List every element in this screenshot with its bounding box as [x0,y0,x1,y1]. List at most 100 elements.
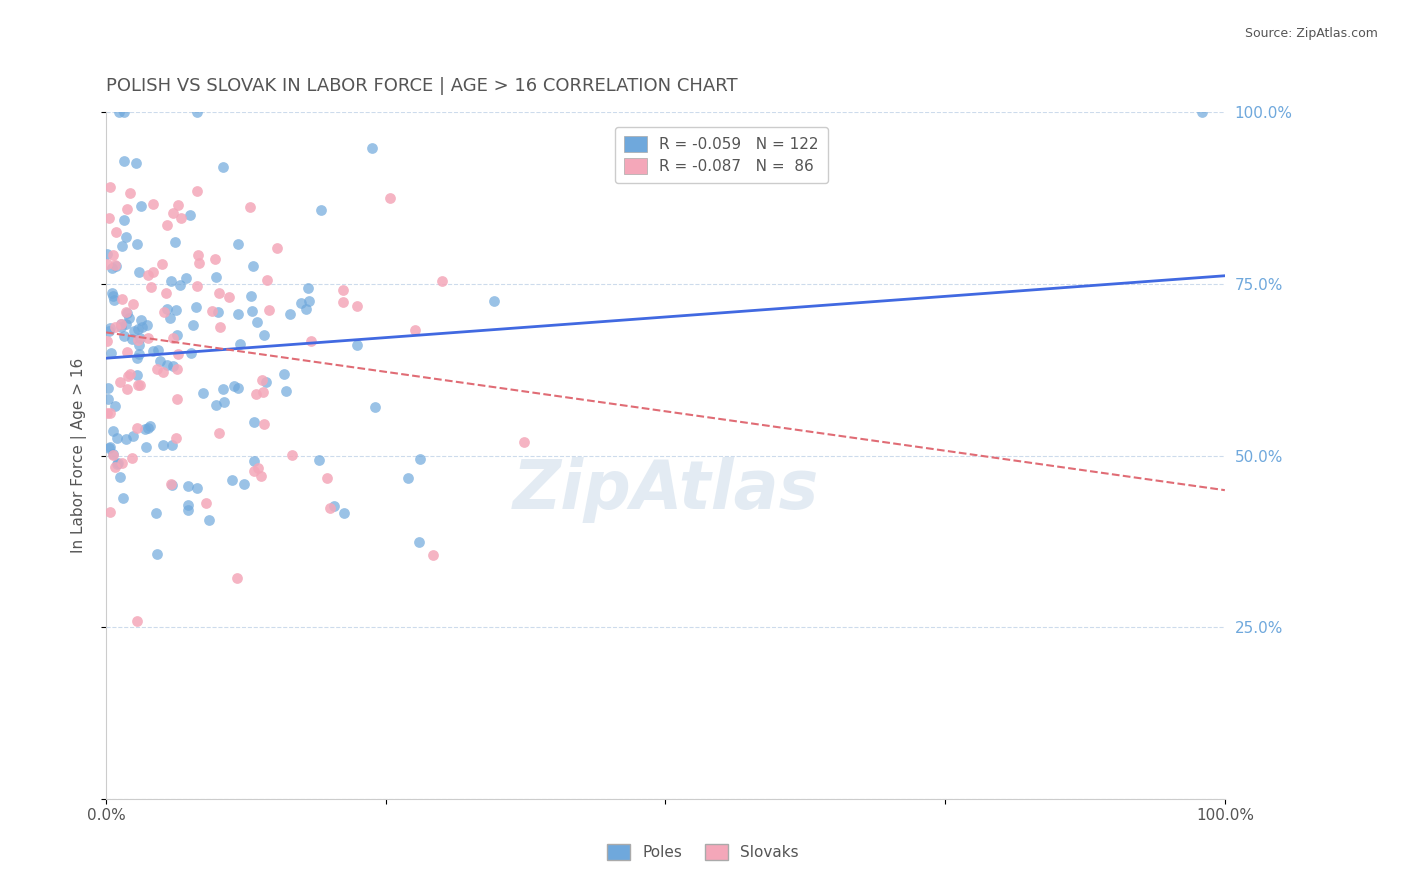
Point [111,456,134,470]
Point [422,548,444,562]
Point [98,406,121,420]
Point [125,421,148,435]
Point [183,318,205,332]
Point [243,416,266,430]
Point [131,320,153,334]
Point [186,279,208,293]
Point [96,334,118,348]
Point [226,571,249,585]
Point [332,506,354,520]
Point [256,273,278,287]
Point [396,470,419,484]
Point [242,464,264,478]
Point [194,496,217,510]
Point [155,285,177,300]
Point [97,392,120,406]
Point [257,302,280,317]
Point [201,303,224,318]
Point [105,457,128,471]
Point [96,247,118,261]
Point [319,500,342,515]
Point [165,431,187,445]
Point [108,469,131,483]
Point [253,327,276,342]
Point [186,184,208,198]
Point [125,615,148,629]
Point [103,448,125,462]
Point [162,359,184,373]
Point [278,307,301,321]
Point [254,375,277,389]
Point [316,470,339,484]
Point [145,547,167,561]
Point [125,368,148,383]
Point [114,105,136,120]
Point [193,386,215,401]
Point [111,239,134,253]
Point [205,269,228,284]
Point [226,381,249,395]
Point [104,460,127,475]
Point [98,441,121,455]
Point [252,373,274,387]
Point [218,290,240,304]
Point [246,461,269,475]
Point [273,368,295,382]
Point [124,324,146,338]
Point [112,153,135,168]
Point [101,261,124,276]
Point [127,322,149,336]
Point [117,368,139,383]
Point [136,421,159,435]
Point [180,346,202,360]
Point [128,331,150,345]
Point [177,498,200,512]
Point [208,285,231,300]
Point [121,450,143,465]
Point [139,280,162,294]
Point [149,353,172,368]
Point [142,264,165,278]
Point [298,294,321,309]
Point [98,320,121,334]
Point [160,477,183,491]
Point [513,434,536,449]
Point [125,237,148,252]
Point [114,432,136,446]
Point [222,378,245,392]
Point [117,202,139,216]
Point [134,422,156,436]
Point [186,481,208,495]
Point [184,300,207,314]
Point [118,186,141,201]
Point [138,268,160,282]
Point [232,476,254,491]
Point [100,505,122,519]
Point [101,286,124,301]
Point [297,281,319,295]
Point [111,491,134,506]
Point [98,180,121,194]
Point [212,160,235,174]
Point [212,395,235,409]
Point [103,293,125,307]
Point [266,241,288,255]
Point [160,438,183,452]
Point [115,230,138,244]
Point [240,304,263,318]
Point [179,208,201,222]
Point [208,425,231,440]
Point [177,502,200,516]
Point [104,258,127,272]
Point [118,311,141,326]
Point [162,331,184,345]
Point [104,320,127,334]
Point [97,211,120,226]
Point [115,345,138,359]
Text: ZipAtlas: ZipAtlas [512,457,818,523]
Text: Source: ZipAtlas.com: Source: ZipAtlas.com [1244,27,1378,40]
Point [112,329,135,343]
Point [96,406,118,420]
Point [169,278,191,293]
Point [127,333,149,347]
